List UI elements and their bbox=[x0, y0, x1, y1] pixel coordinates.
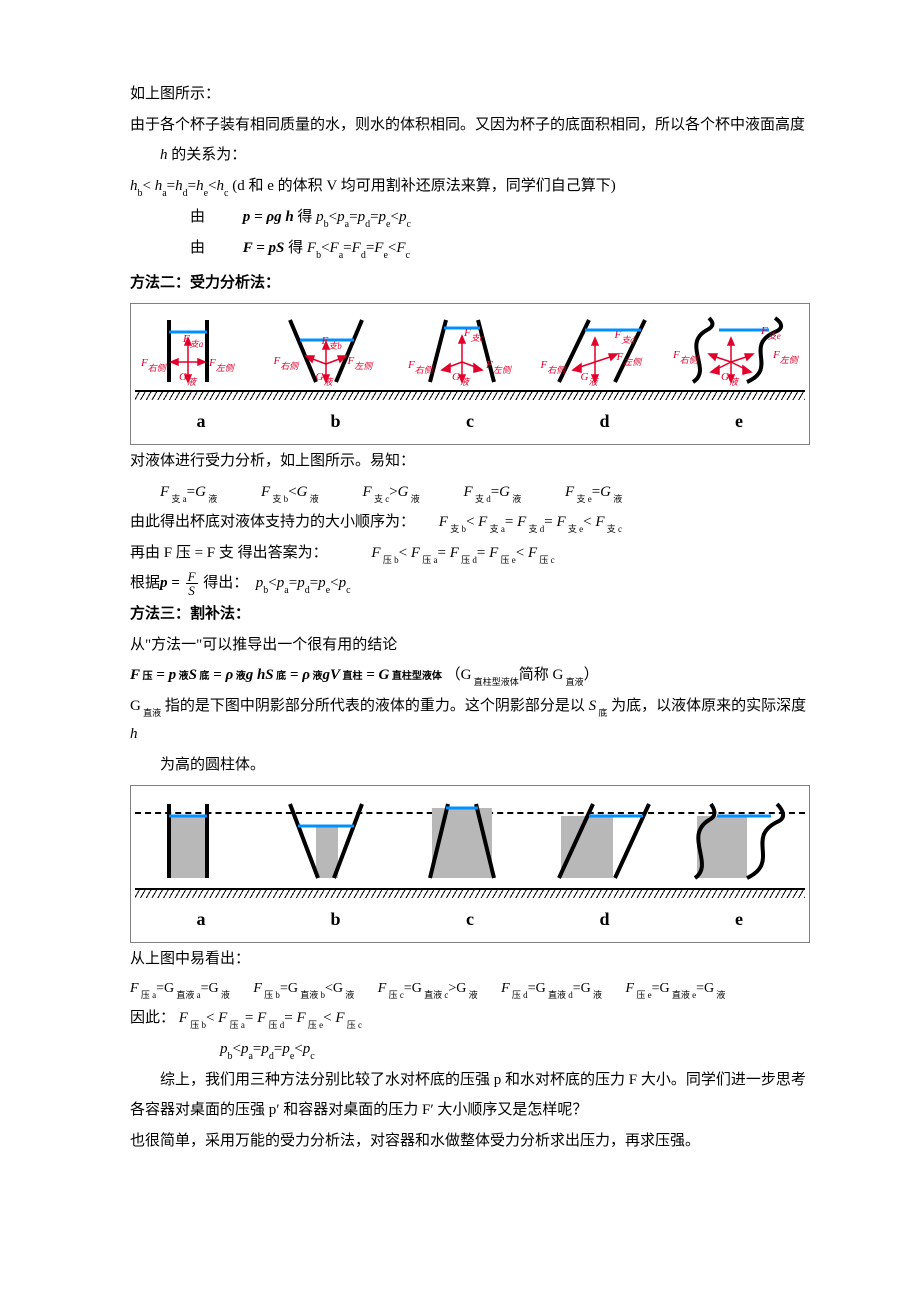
G-explain-2: 为高的圆柱体。 bbox=[130, 751, 810, 780]
press-order-line: 再由 F 压 = F 支 得出答案为： F 压 b< F 压 a= F 压 d=… bbox=[130, 539, 810, 568]
cup-e: F支e F右侧 F左侧 G液 bbox=[679, 312, 799, 390]
fig1-label-a: a bbox=[141, 404, 261, 438]
method3-title: 方法三：割补法： bbox=[130, 600, 810, 629]
shade-a bbox=[141, 798, 261, 888]
therefore-line: 因此： F 压 b< F 压 a= F 压 d= F 压 e< F 压 c bbox=[130, 1004, 810, 1033]
fig2-label-b: b bbox=[276, 902, 396, 936]
shade-c bbox=[410, 798, 530, 888]
figure-shaded-cylinders: a b c d e bbox=[130, 785, 810, 943]
h-rel-note: (d 和 e 的体积 V 均可用割补还原法来算，同学们自己算下) bbox=[228, 178, 615, 194]
method2-title: 方法二：受力分析法： bbox=[130, 269, 810, 298]
cup-d: F支d F右侧 F左侧 G液 bbox=[545, 312, 665, 390]
line-intro-ref: 如上图所示： bbox=[130, 80, 810, 109]
formula-long-note: （G 直柱型液体简称 G 直液） bbox=[446, 667, 599, 683]
p-order-3: pb<pa=pd=pe<pc bbox=[130, 1035, 810, 1064]
fig2-label-a: a bbox=[141, 902, 261, 936]
G-explain-1: G 直液 指的是下图中阴影部分所代表的液体的重力。这个阴影部分是以 S 底 为底… bbox=[130, 692, 810, 749]
eq-row: F 压 a=G 直液 a=G 液 F 压 b=G 直液 b<G 液 F 压 c=… bbox=[130, 976, 810, 1003]
shade-b bbox=[276, 798, 396, 888]
summary-3: 也很简单，采用万能的受力分析法，对容器和水做整体受力分析求出压力，再求压强。 bbox=[130, 1127, 810, 1156]
method3-intro: 从"方法一"可以推导出一个很有用的结论 bbox=[130, 631, 810, 660]
cup-c: F支c F右侧 F左侧 G液 bbox=[410, 312, 530, 390]
fig2-label-c: c bbox=[410, 902, 530, 936]
fig2-label-e: e bbox=[679, 902, 799, 936]
line-h-relation: hb< ha=hd=he<hc (d 和 e 的体积 V 均可用割补还原法来算，… bbox=[130, 172, 810, 201]
cup-a: F支a F右侧 F左侧 G液 bbox=[141, 312, 261, 390]
analysis-intro: 对液体进行受力分析，如上图所示。易知： bbox=[130, 447, 810, 476]
line-h-label: h 的关系为： bbox=[130, 141, 810, 170]
shade-d bbox=[545, 798, 665, 888]
line-derive-F: 由 F = pS 得 Fb<Fa=Fd=Fe<Fc bbox=[130, 234, 810, 263]
summary-1: 综上，我们用三种方法分别比较了水对杯底的压强 p 和水对杯底的压力 F 大小。同… bbox=[130, 1066, 810, 1095]
fig2-label-d: d bbox=[545, 902, 665, 936]
formula-long: F 压 = p 液S 底 = ρ 液g hS 底 = ρ 液gV 直柱 = G … bbox=[130, 661, 810, 690]
line-intro: 由于各个杯子装有相同质量的水，则水的体积相同。又因为杯子的底面积相同，所以各个杯… bbox=[130, 111, 810, 140]
figure-force-analysis: F支a F右侧 F左侧 G液 F支b bbox=[130, 303, 810, 445]
rel-row: F 支 a=G 液 F 支 b<G 液 F 支 c>G 液 F 支 d=G 液 … bbox=[130, 478, 810, 507]
shade-e bbox=[679, 798, 799, 888]
from-fig2: 从上图中易看出： bbox=[130, 945, 810, 974]
fig1-label-b: b bbox=[276, 404, 396, 438]
cup-b: F支b F右侧 F左侧 G液 bbox=[276, 312, 396, 390]
fig1-label-c: c bbox=[410, 404, 530, 438]
fig1-label-e: e bbox=[679, 404, 799, 438]
fig1-label-d: d bbox=[545, 404, 665, 438]
p-from-FS: 根据p = FS 得出： pb<pa=pd=pe<pc bbox=[130, 569, 810, 598]
summary-2: 各容器对桌面的压强 p′ 和容器对桌面的压力 F′ 大小顺序又是怎样呢？ bbox=[130, 1096, 810, 1125]
line-derive-p: 由 p = ρg h 得 pb<pa=pd=pe<pc bbox=[130, 203, 810, 232]
support-order-line: 由此得出杯底对液体支持力的大小顺序为： F 支 b< F 支 a= F 支 d=… bbox=[130, 508, 810, 537]
